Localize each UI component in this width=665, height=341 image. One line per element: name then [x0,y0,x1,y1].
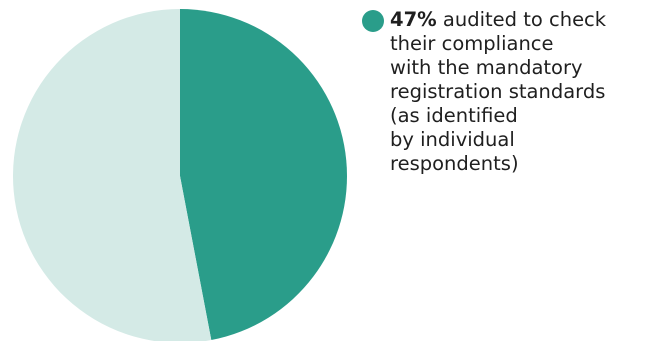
legend-entry: 47% audited to check their compliance wi… [390,8,606,176]
pie-chart [13,9,348,341]
pie-slice-remainder [13,9,212,341]
legend-percent: 47% [390,8,437,31]
legend-swatch [362,10,384,32]
legend-label: audited to check their compliance with t… [390,8,607,175]
pie-slice-audited [180,9,348,341]
legend: 47% audited to check their compliance wi… [362,8,662,176]
